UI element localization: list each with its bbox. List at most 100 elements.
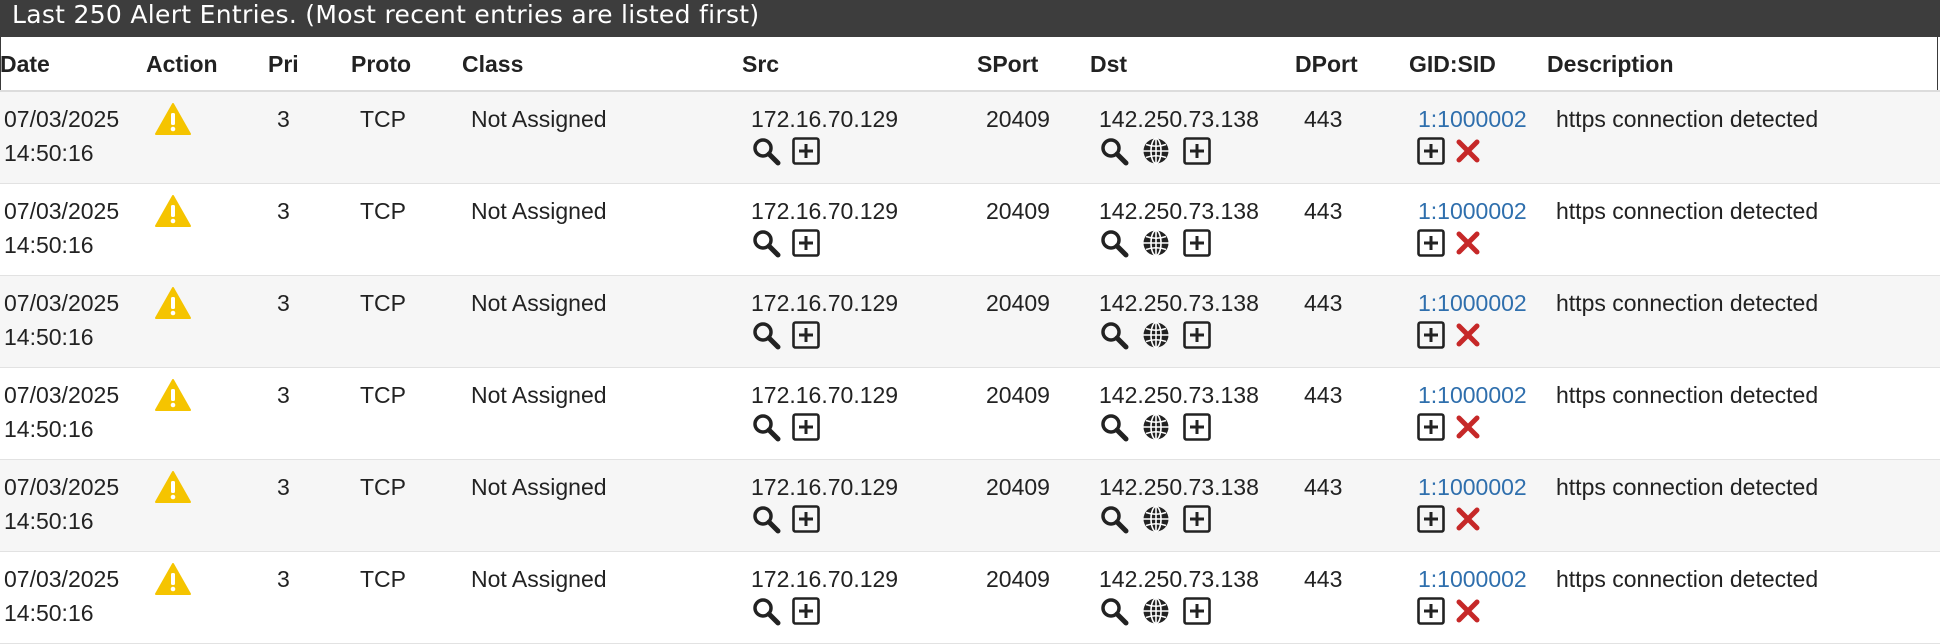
- table-row: 07/03/2025 14:50:16 3 TCP Not Assigned 172.16…: [0, 276, 1940, 368]
- alert-protocol: TCP: [360, 198, 406, 224]
- table-row: 07/03/2025 14:50:16 3 TCP Not Assigned 172.16…: [0, 460, 1940, 552]
- plus-box-icon[interactable]: [1182, 412, 1212, 442]
- alert-destination-ip: 142.250.73.138: [1099, 382, 1259, 408]
- search-icon[interactable]: [1099, 412, 1129, 442]
- plus-box-icon[interactable]: [1182, 136, 1212, 166]
- plus-box-icon[interactable]: [1416, 596, 1446, 626]
- globe-icon[interactable]: [1141, 596, 1171, 626]
- gid-sid-link[interactable]: 1:1000002: [1418, 566, 1527, 592]
- plus-box-icon[interactable]: [1182, 320, 1212, 350]
- plus-box-icon[interactable]: [1182, 228, 1212, 258]
- plus-box-icon[interactable]: [1182, 504, 1212, 534]
- alert-source-port: 20409: [986, 290, 1050, 316]
- plus-box-icon[interactable]: [791, 596, 821, 626]
- column-header-description[interactable]: Description: [1547, 51, 1674, 77]
- plus-box-icon[interactable]: [1416, 412, 1446, 442]
- column-header-class[interactable]: Class: [462, 51, 524, 77]
- search-icon[interactable]: [1099, 596, 1129, 626]
- alert-priority: 3: [277, 474, 290, 500]
- plus-box-icon[interactable]: [1182, 596, 1212, 626]
- alert-destination-ip: 142.250.73.138: [1099, 198, 1259, 224]
- search-icon[interactable]: [751, 320, 781, 350]
- plus-box-icon[interactable]: [1416, 504, 1446, 534]
- alert-description: https connection detected: [1556, 198, 1819, 224]
- search-icon[interactable]: [751, 504, 781, 534]
- plus-box-icon[interactable]: [791, 320, 821, 350]
- gid-sid-link[interactable]: 1:1000002: [1418, 290, 1527, 316]
- alert-protocol: TCP: [360, 474, 406, 500]
- gid-sid-link[interactable]: 1:1000002: [1418, 198, 1527, 224]
- column-header-dst[interactable]: Dst: [1090, 51, 1128, 77]
- close-x-icon[interactable]: [1453, 228, 1483, 258]
- close-x-icon[interactable]: [1453, 136, 1483, 166]
- alert-class: Not Assigned: [471, 198, 607, 224]
- plus-box-icon[interactable]: [1416, 228, 1446, 258]
- alert-time: 14:50:16: [4, 600, 94, 626]
- alert-source-ip: 172.16.70.129: [751, 474, 899, 500]
- globe-icon[interactable]: [1141, 228, 1171, 258]
- table-row: 07/03/2025 14:50:16 3 TCP Not Assigned 172.16…: [0, 92, 1940, 184]
- search-icon[interactable]: [1099, 504, 1129, 534]
- column-header-dport[interactable]: DPort: [1295, 51, 1358, 77]
- gid-sid-link[interactable]: 1:1000002: [1418, 474, 1527, 500]
- column-header-date[interactable]: Date: [0, 51, 50, 77]
- alert-source-port: 20409: [986, 106, 1050, 132]
- panel-title: Last 250 Alert Entries. (Most recent ent…: [0, 0, 1940, 37]
- table-header: Date Action Pri Proto Class Src SPort Ds…: [0, 37, 1940, 92]
- column-header-gid-sid[interactable]: GID:SID: [1409, 51, 1496, 77]
- search-icon[interactable]: [751, 228, 781, 258]
- search-icon[interactable]: [751, 596, 781, 626]
- search-icon[interactable]: [1099, 320, 1129, 350]
- globe-icon[interactable]: [1141, 504, 1171, 534]
- close-x-icon[interactable]: [1453, 320, 1483, 350]
- alert-date: 07/03/2025: [4, 290, 120, 316]
- alert-destination-ip: 142.250.73.138: [1099, 566, 1259, 592]
- close-x-icon[interactable]: [1453, 412, 1483, 442]
- column-header-pri[interactable]: Pri: [268, 51, 299, 77]
- alert-source-ip: 172.16.70.129: [751, 290, 899, 316]
- plus-box-icon[interactable]: [791, 136, 821, 166]
- plus-box-icon[interactable]: [1416, 136, 1446, 166]
- alert-time: 14:50:16: [4, 324, 94, 350]
- alert-source-ip: 172.16.70.129: [751, 382, 899, 408]
- alert-date: 07/03/2025: [4, 106, 120, 132]
- plus-box-icon[interactable]: [1416, 320, 1446, 350]
- alert-protocol: TCP: [360, 290, 406, 316]
- alert-destination-ip: 142.250.73.138: [1099, 290, 1259, 316]
- alert-priority: 3: [277, 198, 290, 224]
- alert-class: Not Assigned: [471, 566, 607, 592]
- search-icon[interactable]: [751, 412, 781, 442]
- warning-triangle-icon: [154, 378, 192, 412]
- globe-icon[interactable]: [1141, 320, 1171, 350]
- alert-source-port: 20409: [986, 382, 1050, 408]
- search-icon[interactable]: [751, 136, 781, 166]
- column-header-proto[interactable]: Proto: [351, 51, 412, 77]
- globe-icon[interactable]: [1141, 412, 1171, 442]
- globe-icon[interactable]: [1141, 136, 1171, 166]
- column-header-src[interactable]: Src: [742, 51, 780, 77]
- warning-triangle-icon: [154, 286, 192, 320]
- alert-protocol: TCP: [360, 382, 406, 408]
- alert-description: https connection detected: [1556, 566, 1819, 592]
- table-row: 07/03/2025 14:50:16 3 TCP Not Assigned 172.16…: [0, 184, 1940, 276]
- plus-box-icon[interactable]: [791, 412, 821, 442]
- alert-description: https connection detected: [1556, 382, 1819, 408]
- column-header-action[interactable]: Action: [146, 51, 218, 77]
- alert-class: Not Assigned: [471, 382, 607, 408]
- search-icon[interactable]: [1099, 228, 1129, 258]
- close-x-icon[interactable]: [1453, 504, 1483, 534]
- column-header-sport[interactable]: SPort: [977, 51, 1039, 77]
- search-icon[interactable]: [1099, 136, 1129, 166]
- gid-sid-link[interactable]: 1:1000002: [1418, 382, 1527, 408]
- alert-destination-port: 443: [1304, 474, 1343, 500]
- plus-box-icon[interactable]: [791, 228, 821, 258]
- gid-sid-link[interactable]: 1:1000002: [1418, 106, 1527, 132]
- alert-class: Not Assigned: [471, 106, 607, 132]
- alert-time: 14:50:16: [4, 508, 94, 534]
- alert-priority: 3: [277, 382, 290, 408]
- plus-box-icon[interactable]: [791, 504, 821, 534]
- table-row: 07/03/2025 14:50:16 3 TCP Not Assigned 172.16…: [0, 552, 1940, 644]
- close-x-icon[interactable]: [1453, 596, 1483, 626]
- alert-priority: 3: [277, 566, 290, 592]
- alert-source-port: 20409: [986, 566, 1050, 592]
